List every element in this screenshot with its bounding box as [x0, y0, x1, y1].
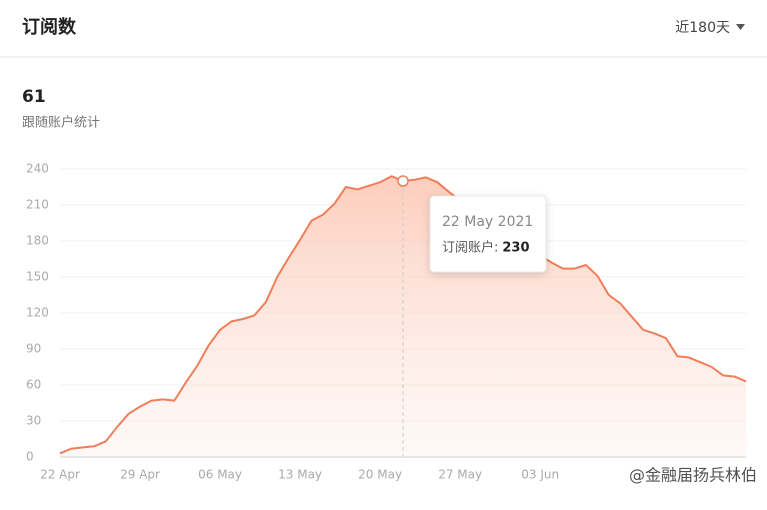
- dropdown-arrow[interactable]: [736, 24, 745, 30]
- y-tick-label: 210: [26, 198, 49, 212]
- tooltip-label: 订阅账户:: [442, 240, 498, 256]
- summary-label: 跟随账户统计: [22, 115, 100, 131]
- y-tick-label: 60: [26, 378, 41, 392]
- tooltip-value: 230: [502, 241, 529, 256]
- y-tick-label: 180: [26, 234, 49, 248]
- x-tick-label: 06 May: [198, 468, 242, 482]
- y-tick-label: 240: [26, 162, 49, 176]
- x-tick-label: 29 Apr: [120, 468, 160, 482]
- y-tick-label: 90: [26, 342, 41, 356]
- y-tick-label: 0: [26, 450, 34, 464]
- x-tick-label: 20 May: [358, 468, 402, 482]
- x-tick-label: 13 May: [278, 468, 322, 482]
- y-tick-label: 120: [26, 306, 49, 320]
- y-tick-label: 150: [26, 270, 49, 284]
- watermark: @金融届扬兵林伯: [629, 466, 757, 485]
- x-tick-label: 27 May: [438, 468, 482, 482]
- plot: 0 30 60 90 120 150 180 210 240 22 Apr 29 Apr 06 May…: [26, 162, 747, 482]
- summary-value: 61: [22, 87, 46, 107]
- y-tick-label: 30: [26, 414, 41, 428]
- x-tick-label: 22 Apr: [40, 468, 80, 482]
- title: 订阅数: [22, 16, 77, 38]
- tooltip-date: 22 May 2021: [442, 214, 533, 230]
- tooltip: 22 May 2021 订阅账户: 230: [429, 195, 547, 273]
- hover-point: [397, 175, 409, 187]
- x-tick-label: 03 Jun: [521, 468, 559, 482]
- tooltip-box: [429, 195, 547, 273]
- range-select[interactable]: 近180天: [675, 20, 730, 36]
